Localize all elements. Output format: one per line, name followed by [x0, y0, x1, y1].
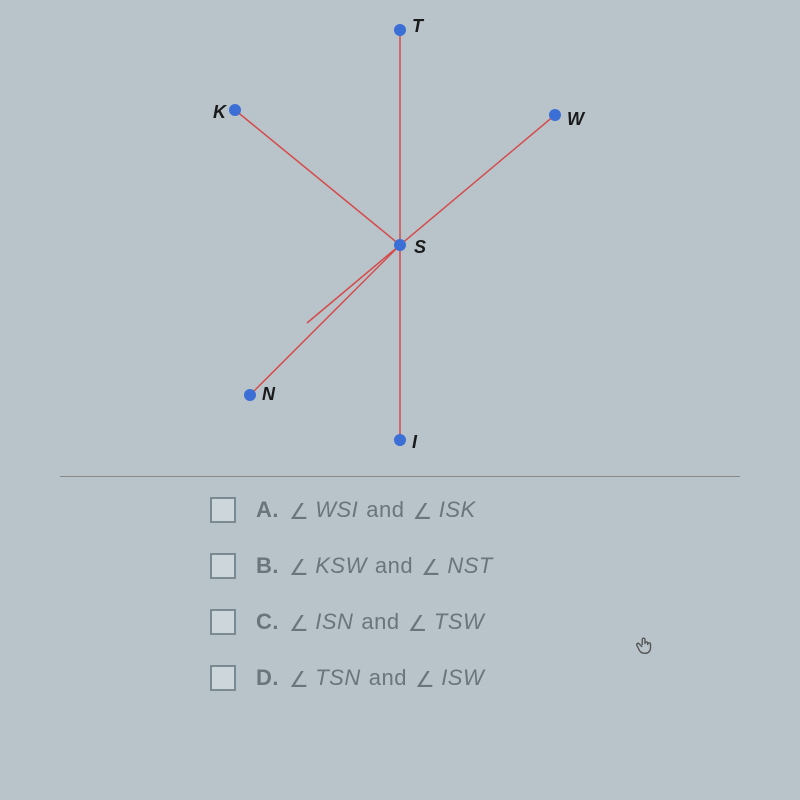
option-c-letter: C. [256, 609, 279, 635]
option-c-right: TSW [434, 609, 484, 635]
option-a-left: WSI [315, 497, 358, 523]
option-a-letter: A. [256, 497, 279, 523]
and-text: and [361, 609, 399, 635]
option-d-right: ISW [441, 665, 484, 691]
option-c-left: ISN [315, 609, 353, 635]
option-a-right: ISK [439, 497, 476, 523]
geometry-diagram: T W K N I S [100, 10, 700, 470]
svg-text:W: W [567, 109, 586, 129]
option-b-letter: B. [256, 553, 279, 579]
checkbox-d[interactable] [210, 665, 236, 691]
checkbox-b[interactable] [210, 553, 236, 579]
option-a[interactable]: A. ∠WSI and ∠ISK [210, 497, 680, 523]
option-d-letter: D. [256, 665, 279, 691]
option-d[interactable]: D. ∠TSN and ∠ISW [210, 665, 680, 691]
answer-options: A. ∠WSI and ∠ISK B. ∠KSW and ∠NST C. ∠IS… [120, 497, 680, 691]
angle-icon: ∠ [289, 611, 309, 637]
option-c-text: C. ∠ISN and ∠TSW [256, 609, 484, 635]
svg-text:T: T [412, 16, 425, 36]
option-d-text: D. ∠TSN and ∠ISW [256, 665, 484, 691]
angle-icon: ∠ [421, 555, 441, 581]
option-b-text: B. ∠KSW and ∠NST [256, 553, 493, 579]
option-d-left: TSN [315, 665, 361, 691]
angle-icon: ∠ [415, 667, 435, 693]
and-text: and [375, 553, 413, 579]
angle-icon: ∠ [408, 611, 428, 637]
angle-icon: ∠ [413, 499, 433, 525]
svg-text:K: K [213, 102, 228, 122]
option-c[interactable]: C. ∠ISN and ∠TSW [210, 609, 680, 635]
diagram-svg: T W K N I S [100, 10, 700, 470]
angle-icon: ∠ [289, 667, 309, 693]
option-b-right: NST [447, 553, 493, 579]
checkbox-c[interactable] [210, 609, 236, 635]
and-text: and [366, 497, 404, 523]
svg-text:S: S [414, 237, 426, 257]
divider [60, 476, 740, 477]
option-a-text: A. ∠WSI and ∠ISK [256, 497, 476, 523]
angle-icon: ∠ [289, 555, 309, 581]
checkbox-a[interactable] [210, 497, 236, 523]
option-b-left: KSW [315, 553, 367, 579]
svg-text:N: N [262, 384, 276, 404]
and-text: and [369, 665, 407, 691]
option-b[interactable]: B. ∠KSW and ∠NST [210, 553, 680, 579]
svg-text:I: I [412, 432, 418, 452]
angle-icon: ∠ [289, 499, 309, 525]
